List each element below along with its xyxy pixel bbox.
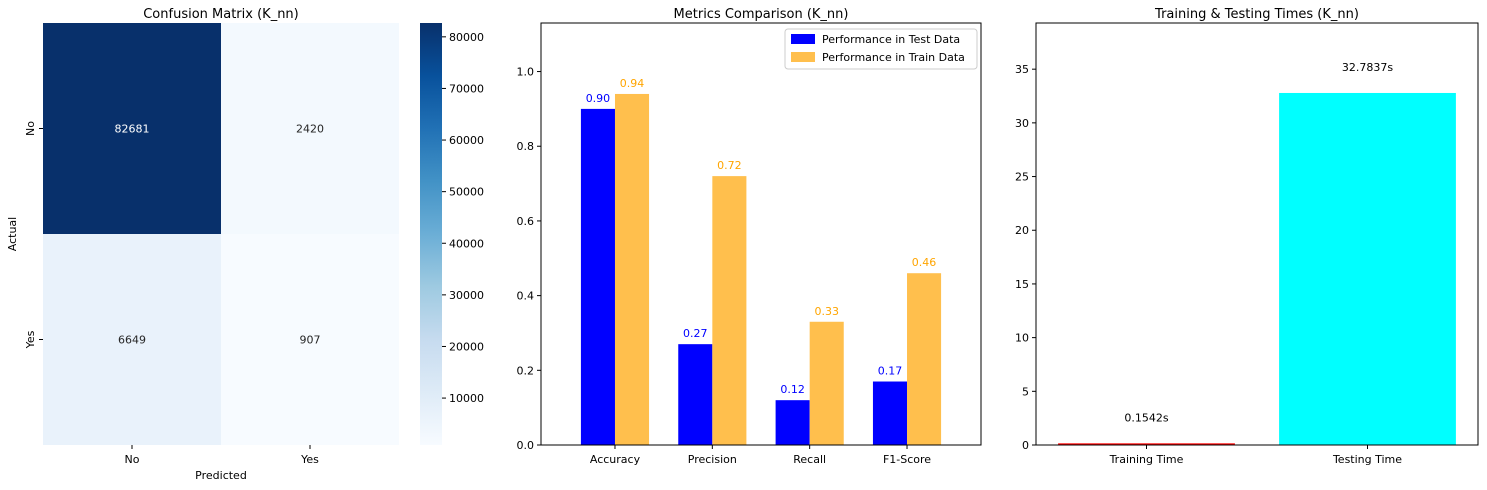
colorbar-tick-label: 80000	[449, 31, 484, 44]
y-tick-label: 0.6	[517, 215, 535, 228]
metric-bar	[712, 176, 747, 445]
metric-bar	[614, 93, 650, 445]
metric-bar	[809, 321, 844, 445]
metric-bar-label: 0.27	[683, 327, 708, 340]
y-tick-label: 35	[1015, 63, 1029, 76]
times-panel: Training & Testing Times (K_nn) 0.1542s 3…	[1015, 7, 1479, 466]
metric-bar-label: 0.46	[912, 256, 937, 269]
colorbar-tick-label: 50000	[449, 186, 484, 199]
times-plot-frame	[1035, 22, 1479, 446]
metric-bar	[907, 273, 942, 445]
colorbar-tick-label: 60000	[449, 134, 484, 147]
confusion-matrix-panel: Confusion Matrix (K_nn) 82681 2420 6649 907…	[6, 7, 484, 482]
x-tick-label: Testing Time	[1332, 453, 1402, 466]
x-tick-label: F1-Score	[883, 453, 931, 466]
legend: Performance in Test Data Performance in …	[784, 28, 978, 70]
heatmap-cell-value: 82681	[115, 123, 150, 136]
y-tick-label: 15	[1015, 278, 1029, 291]
metrics-comparison-panel: Metrics Comparison (K_nn) 0.90 0.94 0.27 0.…	[517, 7, 982, 466]
y-tick-label: 0.8	[517, 140, 535, 153]
y-tick-label: 0.0	[517, 439, 535, 452]
y-tick-label: 30	[1015, 117, 1029, 130]
metrics-plot-frame	[540, 22, 982, 446]
time-bar-label: 32.7837s	[1342, 61, 1393, 74]
x-tick-label: No	[125, 453, 140, 466]
metric-bar	[872, 381, 908, 445]
y-tick-label: 5	[1022, 385, 1029, 398]
time-bar	[1279, 92, 1456, 445]
legend-frame	[784, 28, 978, 70]
y-tick-label: Yes	[24, 330, 37, 349]
heatmap-cell	[221, 234, 399, 445]
metric-bar	[580, 108, 615, 446]
x-tick-label: Training Time	[1109, 453, 1184, 466]
time-bar	[1058, 443, 1235, 445]
confusion-matrix-xlabel: Predicted	[195, 469, 247, 482]
x-tick-label: Recall	[793, 453, 826, 466]
metric-bar-label: 0.17	[878, 365, 903, 378]
metric-bar-label: 0.90	[586, 92, 611, 105]
colorbar-tick-label: 20000	[449, 340, 484, 353]
heatmap-cell	[43, 234, 221, 445]
x-tick-label: Accuracy	[590, 453, 641, 466]
colorbar-tick-label: 30000	[449, 289, 484, 302]
metrics-comparison-title: Metrics Comparison (K_nn)	[674, 7, 849, 22]
legend-swatch-train	[791, 52, 815, 62]
colorbar-tick-label: 70000	[449, 82, 484, 95]
y-tick-label: 1.0	[517, 66, 535, 79]
y-tick-label: 0	[1022, 439, 1029, 452]
legend-label-test: Performance in Test Data	[822, 33, 960, 46]
y-tick-label: 25	[1015, 171, 1029, 184]
heatmap-cell-value: 907	[300, 334, 321, 347]
x-tick-label: Precision	[688, 453, 737, 466]
y-tick-label: 10	[1015, 332, 1029, 345]
colorbar-tick-label: 40000	[449, 237, 484, 250]
colorbar	[420, 23, 442, 445]
colorbar-tick-label: 10000	[449, 392, 484, 405]
confusion-matrix-ylabel: Actual	[6, 217, 19, 251]
metric-bar-label: 0.33	[814, 305, 839, 318]
confusion-matrix-title: Confusion Matrix (K_nn)	[143, 7, 299, 22]
y-tick-label: 0.2	[517, 364, 535, 377]
y-tick-label: 20	[1015, 224, 1029, 237]
heatmap-cell	[43, 23, 221, 234]
metric-bar	[678, 344, 713, 445]
heatmap-cell-value: 2420	[296, 123, 324, 136]
y-tick-label: 0.4	[517, 290, 535, 303]
metric-bar	[775, 400, 810, 445]
legend-swatch-test	[791, 34, 815, 44]
heatmap-cell	[221, 23, 399, 234]
metric-bar-label: 0.72	[717, 159, 742, 172]
x-tick-label: Yes	[300, 453, 319, 466]
metric-bar-label: 0.94	[620, 77, 645, 90]
time-bar-label: 0.1542s	[1124, 411, 1168, 424]
y-tick-label: No	[24, 121, 37, 136]
legend-label-train: Performance in Train Data	[822, 51, 965, 64]
heatmap-cell-value: 6649	[118, 334, 146, 347]
metric-bar-label: 0.12	[780, 383, 805, 396]
times-title: Training & Testing Times (K_nn)	[1154, 7, 1359, 22]
